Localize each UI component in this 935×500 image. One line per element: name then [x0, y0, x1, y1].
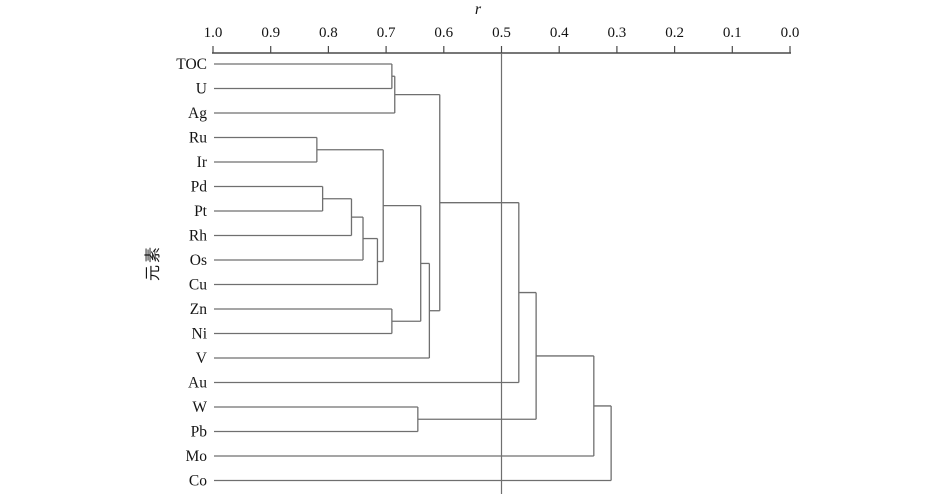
leaf-label-Ag: Ag [188, 105, 207, 122]
leaf-label-U: U [196, 81, 207, 98]
x-axis-title: r [474, 1, 482, 18]
leaf-label-Au: Au [188, 375, 207, 392]
leaf-label-Cu: Cu [189, 277, 207, 294]
leaf-label-Rh: Rh [189, 228, 207, 245]
leaf-label-W: W [192, 399, 207, 416]
x-axis-tick-label: 0.7 [377, 25, 396, 41]
leaf-label-Co: Co [189, 473, 207, 490]
x-axis-tick-label: 0.9 [261, 25, 280, 41]
leaf-label-Os: Os [190, 252, 207, 269]
x-axis-tick-label: 0.5 [492, 25, 511, 41]
x-axis-tick-label: 0.8 [319, 25, 338, 41]
leaf-label-Ni: Ni [192, 326, 208, 343]
leaf-label-Pt: Pt [194, 203, 208, 220]
x-axis-tick-label: 0.0 [781, 25, 800, 41]
leaf-label-V: V [196, 350, 208, 367]
leaf-label-TOC: TOC [176, 56, 207, 73]
x-axis-tick-label: 0.4 [550, 25, 569, 41]
leaf-label-Pb: Pb [191, 424, 208, 441]
x-axis-tick-label: 0.2 [665, 25, 684, 41]
leaf-label-Zn: Zn [190, 301, 207, 318]
x-axis-tick-label: 1.0 [204, 25, 223, 41]
leaf-label-Pd: Pd [191, 179, 208, 196]
leaf-label-Mo: Mo [185, 448, 207, 465]
x-axis-tick-label: 0.6 [434, 25, 453, 41]
leaf-label-Ir: Ir [197, 154, 208, 171]
x-axis-tick-label: 0.3 [608, 25, 627, 41]
leaf-label-Ru: Ru [189, 130, 207, 147]
x-axis-tick-label: 0.1 [723, 25, 742, 41]
